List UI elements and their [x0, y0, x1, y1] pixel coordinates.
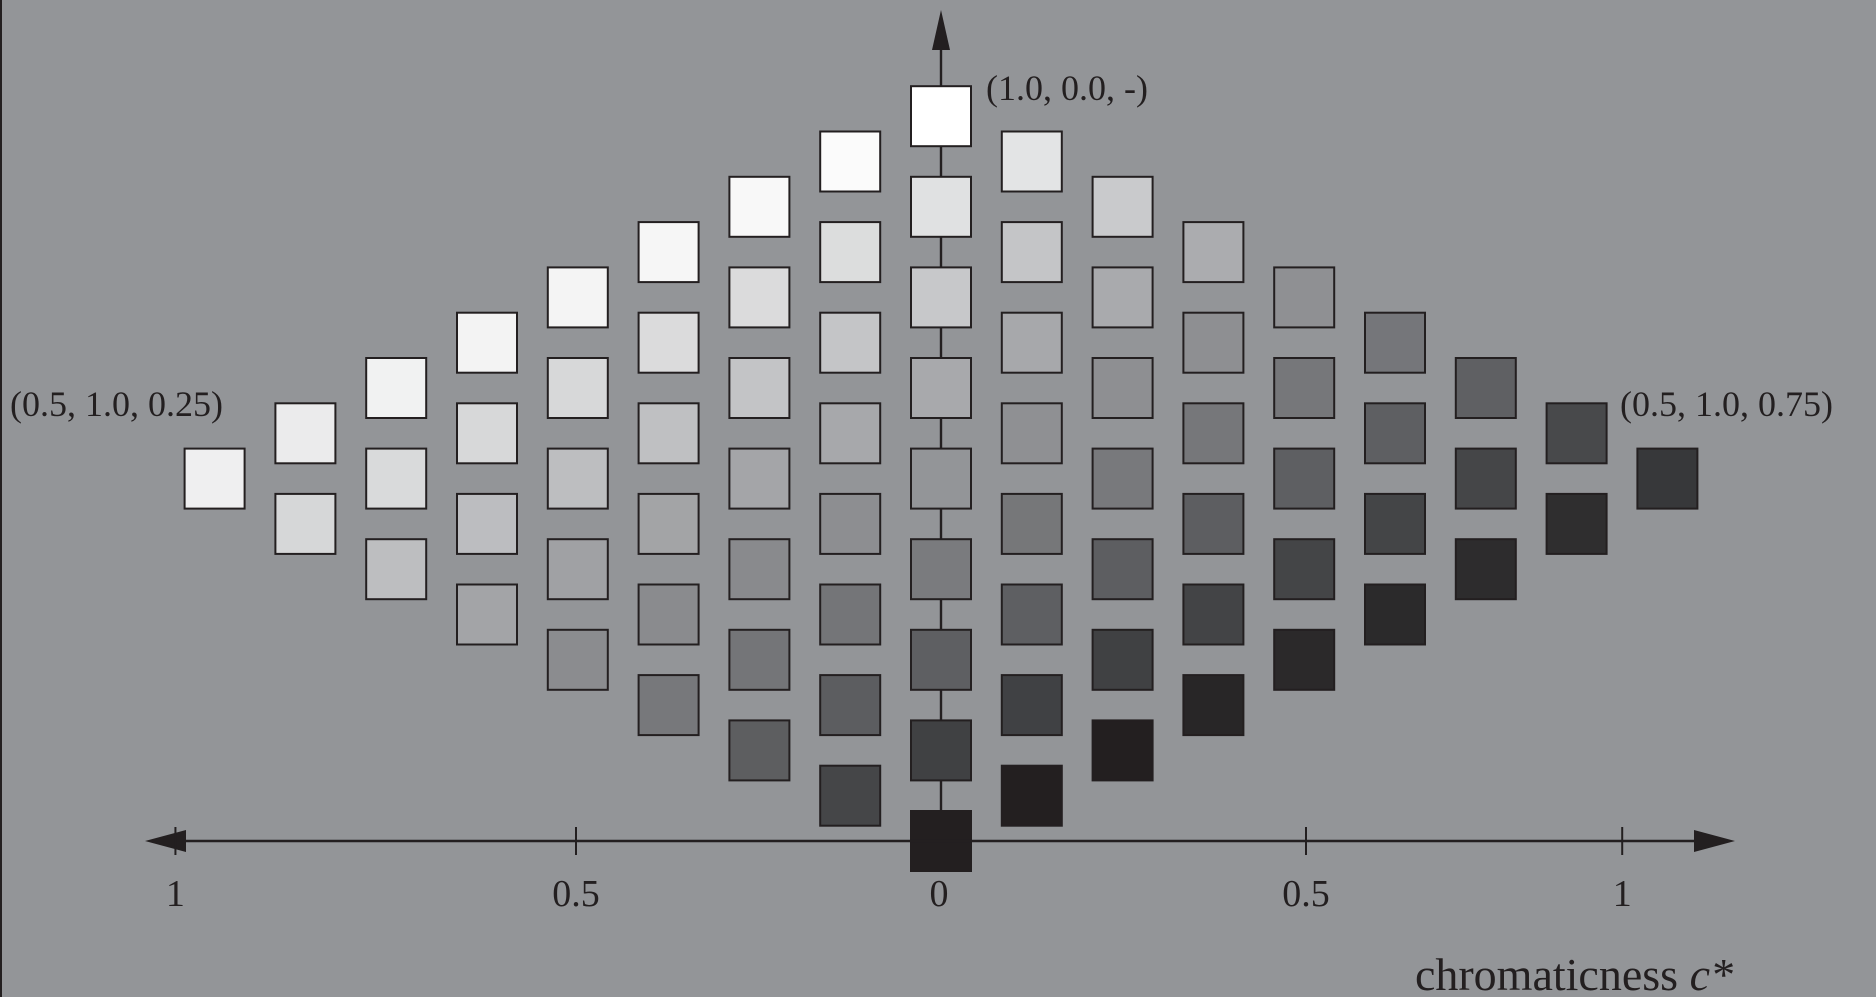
gray-square — [910, 175, 972, 238]
gray-square — [728, 628, 791, 691]
gray-square — [728, 175, 791, 238]
gray-square — [1545, 492, 1608, 555]
gray-square — [910, 628, 972, 691]
gray-square — [819, 311, 882, 374]
gray-square — [728, 447, 791, 510]
gray-square — [1000, 764, 1063, 827]
gray-square — [1454, 357, 1517, 419]
gray-square — [546, 538, 609, 601]
x-axis-ticks: 1 0.5 0 0.5 1 — [166, 827, 1632, 915]
gray-square — [1091, 266, 1154, 329]
gray-square — [819, 674, 882, 737]
gray-square — [1000, 130, 1063, 193]
gray-square-grid — [183, 85, 1699, 872]
gray-square — [183, 447, 246, 510]
gray-square — [1182, 674, 1245, 737]
x-axis-label-text: chromaticness — [1415, 949, 1690, 997]
gray-square — [546, 357, 609, 419]
annotation-right: (0.5, 1.0, 0.75) — [1620, 384, 1833, 424]
gray-square — [819, 221, 882, 284]
gray-square — [819, 492, 882, 555]
gray-square — [365, 357, 428, 419]
x-axis-label: chromaticness c* — [1415, 949, 1733, 997]
gray-square — [1000, 583, 1063, 646]
x-tick-label: 1 — [1613, 873, 1632, 915]
gray-square — [819, 764, 882, 827]
gray-square — [1091, 175, 1154, 238]
gray-square — [728, 719, 791, 782]
gray-square — [819, 402, 882, 465]
gray-square — [1000, 402, 1063, 465]
gray-square — [1273, 538, 1336, 601]
gray-square — [637, 311, 700, 374]
gray-square — [1182, 402, 1245, 465]
gray-square — [910, 266, 972, 329]
gray-square — [1545, 402, 1608, 465]
gray-square — [1091, 447, 1154, 510]
gray-square — [637, 402, 700, 465]
gray-square — [1182, 311, 1245, 374]
gray-square — [1273, 357, 1336, 419]
vertical-axis-arrowhead — [932, 10, 950, 50]
gray-square — [274, 492, 337, 555]
x-tick-label: 0.5 — [552, 873, 600, 915]
gray-square — [637, 674, 700, 737]
gray-square — [728, 266, 791, 329]
gray-square — [819, 583, 882, 646]
gray-square — [546, 447, 609, 510]
gray-square — [1182, 492, 1245, 555]
gray-square — [637, 492, 700, 555]
gray-square — [456, 402, 518, 465]
annotation-top: (1.0, 0.0, -) — [986, 68, 1148, 108]
gray-square — [1000, 492, 1063, 555]
gray-square — [1454, 538, 1517, 601]
gray-square — [910, 538, 972, 601]
gray-square — [1273, 447, 1336, 510]
gray-square — [365, 538, 428, 601]
gray-square — [1000, 674, 1063, 737]
gray-square — [728, 538, 791, 601]
gray-square — [1091, 628, 1154, 691]
gray-square — [637, 221, 700, 284]
gray-square — [456, 311, 518, 374]
gray-square — [1364, 311, 1426, 374]
gray-square — [1636, 447, 1699, 510]
x-tick-label: 0.5 — [1282, 873, 1330, 915]
x-tick-label: 0 — [930, 873, 949, 915]
x-axis-label-symbol: c* — [1690, 949, 1733, 997]
gray-square — [1000, 311, 1063, 374]
gray-square — [546, 628, 609, 691]
gray-square — [1273, 628, 1336, 691]
x-tick-label: 1 — [166, 873, 185, 915]
gray-square — [1364, 402, 1426, 465]
gray-square — [910, 85, 972, 148]
annotation-left: (0.5, 1.0, 0.25) — [10, 384, 223, 424]
gray-square — [274, 402, 337, 465]
gray-square — [910, 357, 972, 419]
gray-square — [1182, 221, 1245, 284]
gray-square — [546, 266, 609, 329]
gray-square — [1091, 538, 1154, 601]
gray-square — [1091, 719, 1154, 782]
horizontal-axis-right-arrowhead — [1694, 830, 1735, 852]
gray-square — [1454, 447, 1517, 510]
gray-square — [456, 492, 518, 555]
gray-square — [1091, 357, 1154, 419]
gray-square — [819, 130, 882, 193]
gray-square — [728, 357, 791, 419]
gray-square — [1182, 583, 1245, 646]
gray-square — [456, 583, 518, 646]
gray-square — [910, 447, 972, 510]
gray-square — [1364, 583, 1426, 646]
gray-square — [1000, 221, 1063, 284]
gray-square — [1273, 266, 1336, 329]
gray-square — [365, 447, 428, 510]
gray-square — [910, 719, 972, 782]
gray-square — [637, 583, 700, 646]
gray-square — [1364, 492, 1426, 555]
